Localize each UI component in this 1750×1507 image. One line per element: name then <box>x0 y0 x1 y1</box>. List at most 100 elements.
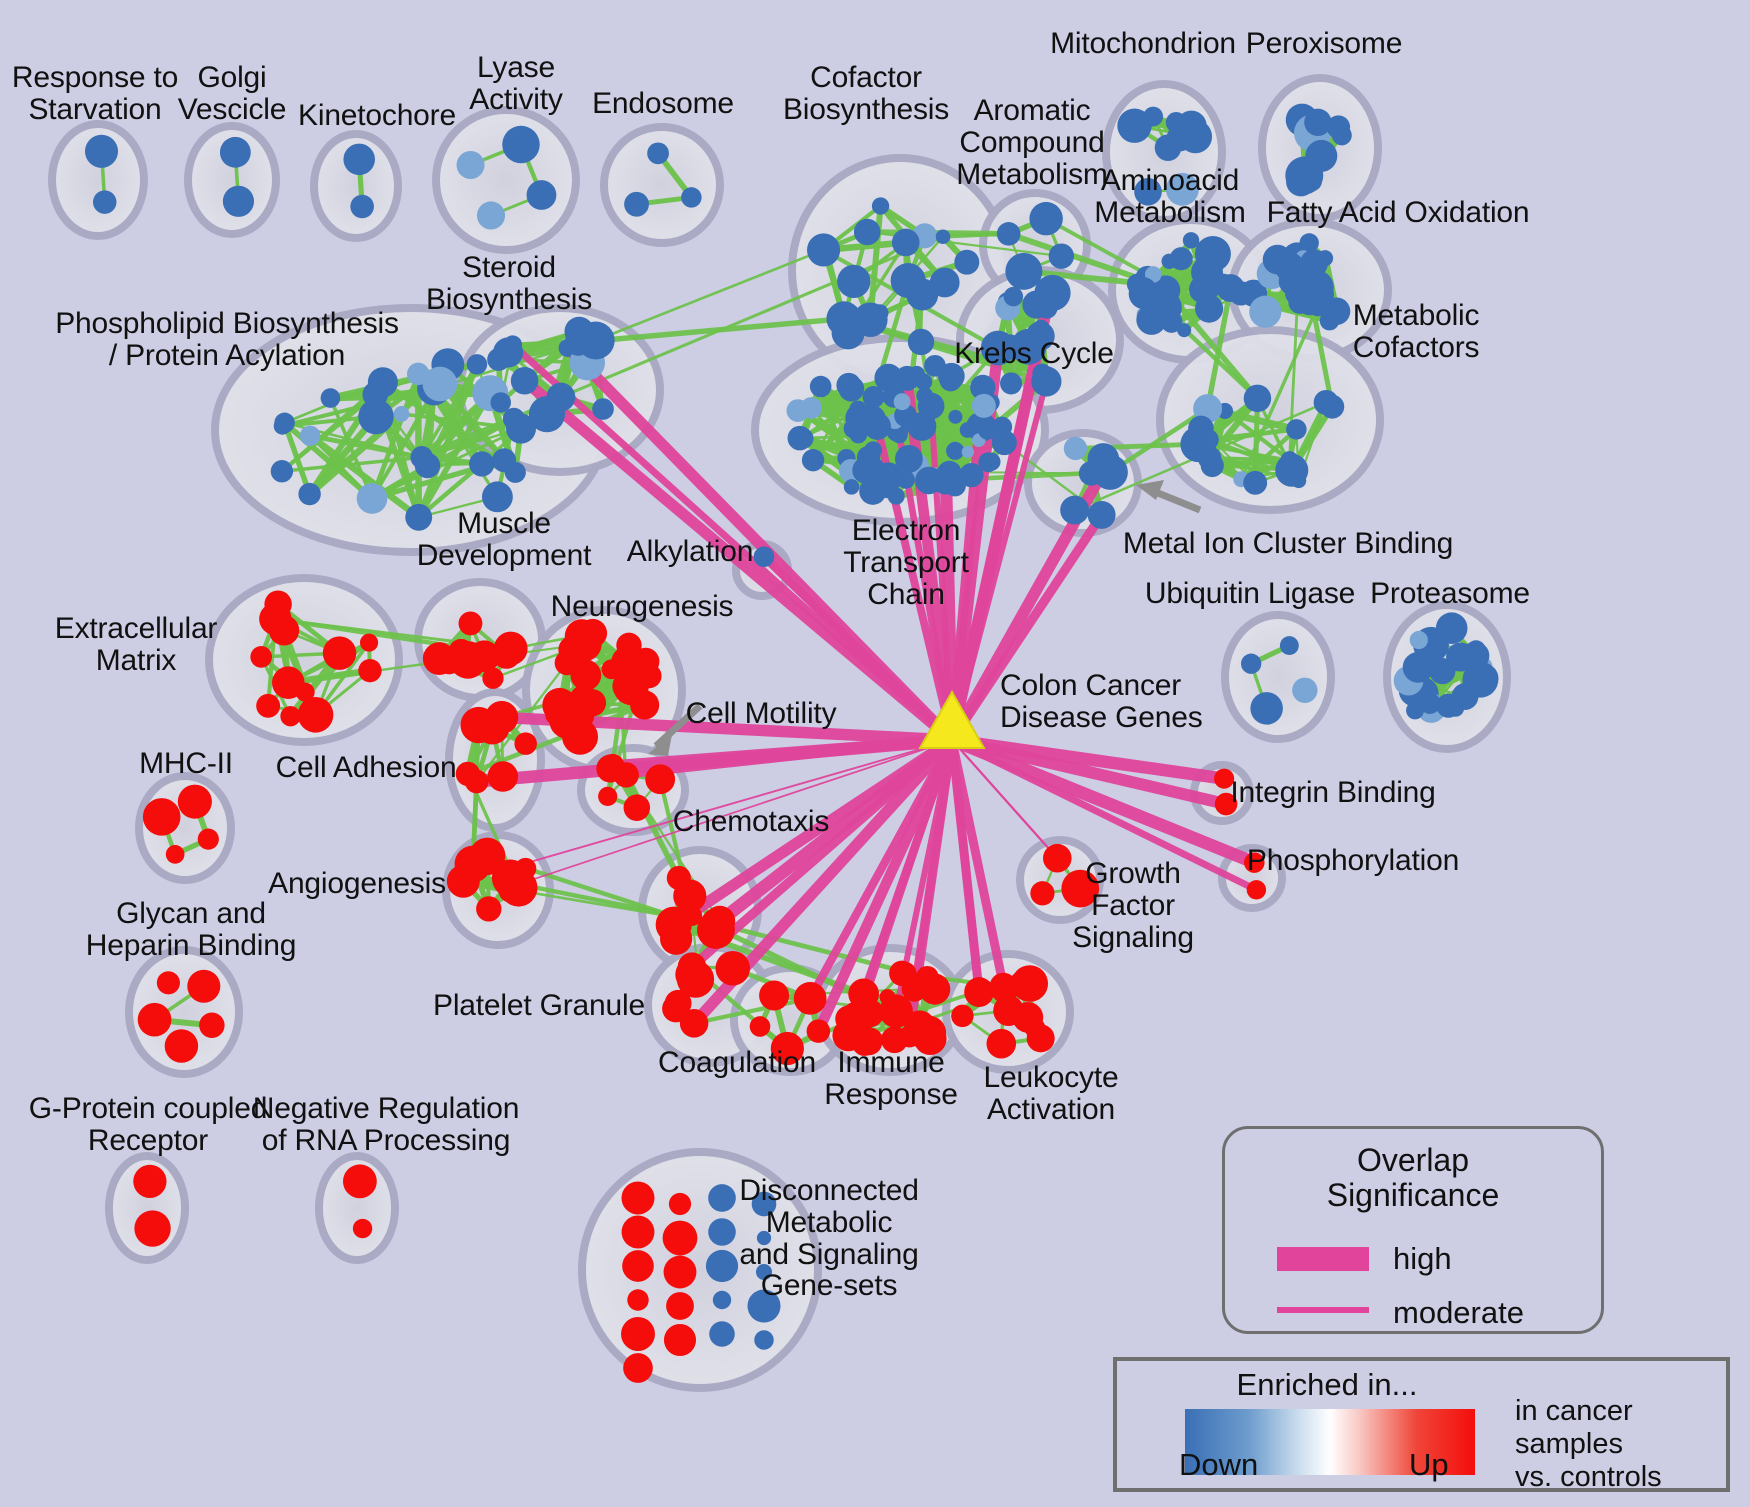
gene-set-node[interactable] <box>1246 880 1267 900</box>
gene-set-node[interactable] <box>1292 677 1318 703</box>
gene-set-node[interactable] <box>1304 108 1332 136</box>
gene-set-node[interactable] <box>982 452 1001 471</box>
cluster-halo-ubiquitin-ligase[interactable] <box>1221 611 1335 743</box>
colon-cancer-hub-node[interactable] <box>918 689 986 749</box>
gene-set-node[interactable] <box>564 619 599 653</box>
cluster-halo-lyase-activity[interactable] <box>432 106 580 254</box>
gene-set-node[interactable] <box>1005 252 1043 290</box>
cluster-halo-extracellular-matrix[interactable] <box>205 574 403 746</box>
cluster-halo-golgi-vescicle[interactable] <box>184 122 280 238</box>
gene-set-node[interactable] <box>891 228 920 257</box>
cluster-halo-kinetochore[interactable] <box>310 130 402 242</box>
gene-set-node[interactable] <box>1161 253 1177 269</box>
gene-set-node[interactable] <box>563 692 585 714</box>
gene-set-node[interactable] <box>487 761 519 792</box>
gene-set-node[interactable] <box>187 969 221 1003</box>
gene-set-node[interactable] <box>298 482 321 506</box>
gene-set-node[interactable] <box>1214 768 1235 789</box>
gene-set-node[interactable] <box>621 1317 655 1351</box>
gene-set-node[interactable] <box>1150 275 1181 305</box>
gene-set-node[interactable] <box>679 1009 709 1038</box>
gene-set-node[interactable] <box>1429 658 1456 685</box>
gene-set-node[interactable] <box>991 430 1017 456</box>
gene-set-node[interactable] <box>793 981 827 1015</box>
gene-set-node[interactable] <box>749 1016 771 1037</box>
gene-set-node[interactable] <box>826 301 862 337</box>
gene-set-node[interactable] <box>393 406 410 422</box>
gene-set-node[interactable] <box>1409 630 1428 650</box>
gene-set-node[interactable] <box>406 362 430 386</box>
gene-set-node[interactable] <box>893 393 911 411</box>
gene-set-node[interactable] <box>598 786 618 807</box>
gene-set-node[interactable] <box>273 417 292 435</box>
gene-set-node[interactable] <box>889 960 915 986</box>
gene-set-node[interactable] <box>673 879 707 913</box>
gene-set-node[interactable] <box>165 844 185 864</box>
gene-set-node[interactable] <box>1034 274 1071 312</box>
gene-set-node[interactable] <box>256 693 281 718</box>
gene-set-node[interactable] <box>299 425 321 446</box>
gene-set-node[interactable] <box>1275 453 1309 487</box>
gene-set-node[interactable] <box>907 328 935 356</box>
gene-set-node[interactable] <box>1048 243 1075 269</box>
gene-set-node[interactable] <box>708 1218 736 1246</box>
gene-set-node[interactable] <box>510 366 539 395</box>
gene-set-node[interactable] <box>837 264 871 299</box>
gene-set-node[interactable] <box>647 142 669 165</box>
gene-set-node[interactable] <box>1436 693 1461 718</box>
gene-set-node[interactable] <box>320 388 341 408</box>
gene-set-node[interactable] <box>894 365 920 391</box>
gene-set-node[interactable] <box>219 136 251 168</box>
gene-set-node[interactable] <box>1191 256 1224 289</box>
gene-set-node[interactable] <box>1087 500 1116 529</box>
gene-set-node[interactable] <box>755 1263 773 1281</box>
gene-set-node[interactable] <box>770 1031 804 1066</box>
gene-set-node[interactable] <box>1197 429 1219 451</box>
gene-set-node[interactable] <box>546 382 576 412</box>
gene-set-node[interactable] <box>915 373 933 391</box>
gene-set-node[interactable] <box>1177 323 1192 338</box>
gene-set-node[interactable] <box>1165 172 1199 206</box>
gene-set-node[interactable] <box>502 125 540 164</box>
gene-set-node[interactable] <box>250 646 273 668</box>
gene-set-node[interactable] <box>948 409 963 424</box>
gene-set-node[interactable] <box>622 1250 654 1282</box>
gene-set-node[interactable] <box>1134 177 1162 206</box>
gene-set-node[interactable] <box>627 1289 649 1311</box>
gene-set-node[interactable] <box>996 222 1021 246</box>
gene-set-node[interactable] <box>924 354 946 377</box>
gene-set-node[interactable] <box>505 413 536 444</box>
gene-set-node[interactable] <box>564 328 592 356</box>
gene-set-node[interactable] <box>986 1028 1017 1059</box>
gene-set-node[interactable] <box>809 375 832 398</box>
gene-set-node[interactable] <box>422 366 458 402</box>
gene-set-node[interactable] <box>838 375 865 402</box>
gene-set-node[interactable] <box>787 425 813 451</box>
gene-set-node[interactable] <box>455 761 481 787</box>
gene-set-node[interactable] <box>435 646 463 675</box>
gene-set-node[interactable] <box>177 784 212 819</box>
gene-set-node[interactable] <box>1061 869 1100 908</box>
gene-set-node[interactable] <box>894 444 923 473</box>
gene-set-node[interactable] <box>1402 651 1434 683</box>
gene-set-node[interactable] <box>621 1215 655 1249</box>
gene-set-node[interactable] <box>621 1181 655 1215</box>
gene-set-node[interactable] <box>1250 692 1283 725</box>
gene-set-node[interactable] <box>1032 363 1052 384</box>
cluster-halo-disconnected-gene-sets[interactable] <box>578 1148 822 1392</box>
gene-set-node[interactable] <box>164 1029 199 1063</box>
gene-set-node[interactable] <box>514 732 537 755</box>
gene-set-node[interactable] <box>832 1019 865 1052</box>
gene-set-node[interactable] <box>358 398 394 435</box>
gene-set-node[interactable] <box>859 1027 883 1052</box>
gene-set-node[interactable] <box>342 1164 377 1199</box>
gene-set-node[interactable] <box>492 639 521 669</box>
gene-set-node[interactable] <box>906 278 939 311</box>
gene-set-node[interactable] <box>664 989 692 1017</box>
gene-set-node[interactable] <box>264 590 292 618</box>
gene-set-node[interactable] <box>954 249 980 275</box>
gene-set-node[interactable] <box>708 1184 736 1212</box>
gene-set-node[interactable] <box>1449 651 1465 667</box>
gene-set-node[interactable] <box>1024 1017 1046 1039</box>
gene-set-node[interactable] <box>1278 267 1307 296</box>
